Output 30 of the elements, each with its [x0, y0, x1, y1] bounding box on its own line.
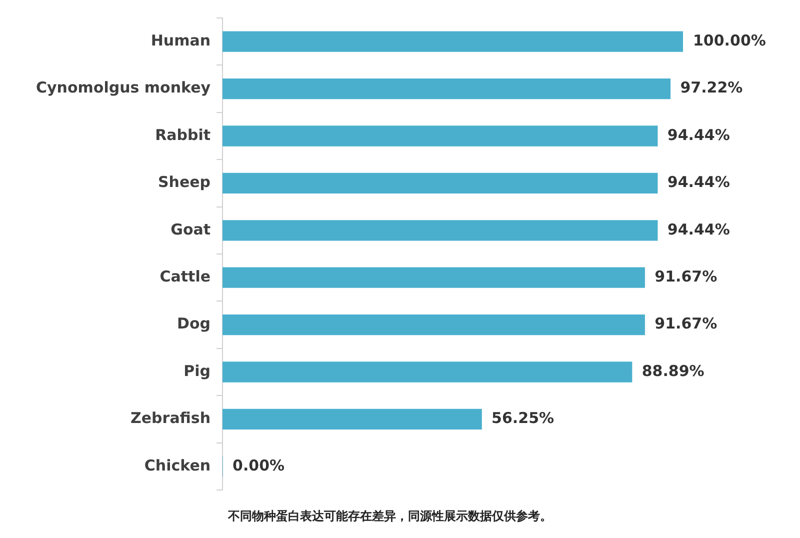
data-label: 94.44% [667, 220, 730, 238]
y-tick-label: Pig [184, 362, 211, 380]
data-label: 56.25% [492, 409, 554, 428]
bar [222, 126, 658, 146]
y-tick-label: Sheep [158, 173, 211, 192]
bar [222, 267, 645, 288]
data-label: 91.67% [654, 267, 718, 286]
text: 不同物种蛋白表达可能存在差异，同源性展示数据仅供参考。 [227, 509, 552, 524]
data-label: 97.22% [680, 78, 743, 97]
bar [222, 31, 683, 52]
bar [222, 362, 632, 382]
data-label: 91.67% [654, 314, 718, 333]
y-tick-label: Dog [177, 314, 211, 333]
y-tick-label: Cynomolgus monkey [36, 78, 211, 97]
y-tick-label: Human [150, 31, 211, 50]
data-label: 94.44% [667, 126, 730, 144]
data-label: 100.00% [693, 31, 766, 50]
bar [222, 172, 658, 194]
y-tick-label: Chicken [144, 456, 211, 474]
bar [222, 220, 658, 241]
y-tick-label: Rabbit [155, 126, 211, 144]
y-tick-label: Cattle [160, 267, 211, 286]
data-label: 88.89% [642, 362, 704, 380]
bar [222, 408, 482, 430]
data-label: 0.00% [232, 456, 285, 474]
bar [222, 78, 671, 100]
bar [222, 314, 645, 336]
data-label: 94.44% [667, 173, 730, 192]
y-tick-label: Goat [170, 220, 211, 238]
y-tick-label: Zebrafish [130, 409, 211, 428]
